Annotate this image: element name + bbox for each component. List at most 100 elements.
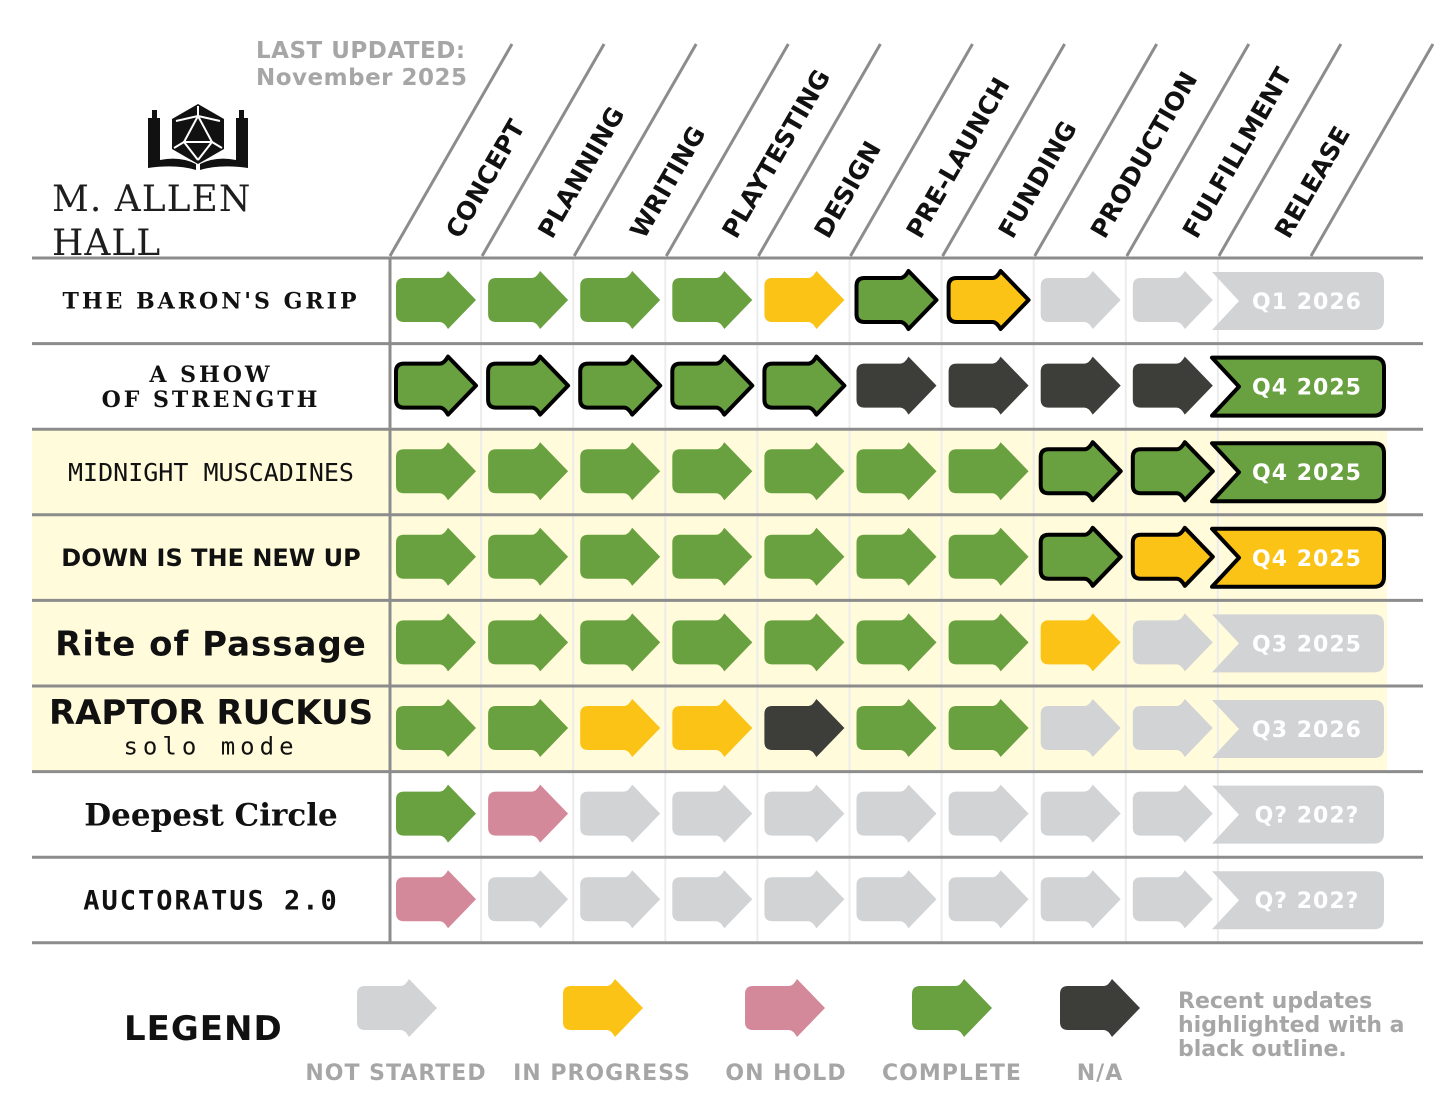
stage-arrow-not-started [764, 784, 845, 843]
stage-arrow-complete [948, 442, 1029, 501]
stage-arrow-complete [672, 271, 753, 329]
stage-arrow-not-started [1040, 870, 1121, 929]
stage-arrow-not-started [764, 870, 845, 929]
stage-arrow-na [856, 356, 937, 415]
stage-arrow-in-progress [580, 699, 661, 757]
stage-header-release: RELEASE [1269, 121, 1356, 243]
stage-arrow-on-hold [396, 870, 476, 929]
legend-label: IN PROGRESS [513, 1061, 691, 1086]
header-divider [1033, 43, 1159, 257]
stage-arrow-complete [394, 354, 478, 417]
project-title: DOWN IS THE NEW UP [61, 544, 360, 572]
last-updated-date: November 2025 [256, 65, 468, 91]
legend-arrow-in-progress [563, 979, 643, 1037]
release-label: Q? 202? [1255, 804, 1360, 829]
stage-arrow-not-started [1132, 784, 1213, 843]
legend-note: Recent updates highlighted with a black … [1178, 989, 1405, 1062]
stage-arrow-complete [396, 784, 476, 843]
header-divider [1125, 43, 1251, 257]
stage-arrow-complete [488, 699, 569, 757]
legend-arrow-complete [912, 979, 992, 1037]
last-updated-label: LAST UPDATED: [256, 38, 466, 64]
stage-arrow-complete [764, 613, 845, 672]
header-divider [480, 43, 606, 257]
stage-arrow-not-started [1132, 613, 1213, 672]
stage-arrow-not-started [1040, 784, 1121, 843]
release-label: Q4 2025 [1252, 376, 1362, 401]
stage-header-writing: WRITING [624, 121, 711, 243]
stage-arrow-not-started [672, 784, 753, 843]
release-badge [1212, 614, 1384, 673]
stage-arrow-complete [762, 354, 847, 417]
stage-arrow-complete [1038, 440, 1123, 503]
stage-arrow-not-started [1132, 870, 1213, 929]
stage-arrow-complete [580, 271, 661, 329]
stage-arrow-complete [764, 442, 845, 501]
stage-header-planning: PLANNING [532, 102, 630, 243]
stage-header-design: DESIGN [808, 136, 886, 243]
header-divider [941, 43, 1066, 257]
legend-label: NOT STARTED [305, 1061, 486, 1086]
release-label: Q4 2025 [1252, 547, 1362, 572]
release-badge [1212, 785, 1384, 844]
release-label: Q1 2026 [1252, 290, 1362, 315]
release-badge [1210, 441, 1386, 504]
stage-arrow-complete [396, 527, 476, 586]
stage-arrow-not-started [856, 870, 937, 929]
stage-arrow-not-started [1132, 271, 1213, 329]
stage-arrow-na [948, 356, 1029, 415]
stage-arrow-not-started [1132, 699, 1213, 757]
legend-arrow-na [1060, 979, 1140, 1037]
stage-arrow-in-progress [1130, 525, 1215, 588]
header-divider [1217, 43, 1343, 257]
stage-arrow-complete [396, 271, 476, 329]
stage-arrow-in-progress [946, 269, 1031, 331]
stage-arrow-na [764, 699, 845, 757]
project-title: Rite of Passage [55, 624, 367, 664]
stage-arrow-complete [578, 354, 663, 417]
header-divider [388, 43, 514, 257]
stage-arrow-in-progress [764, 271, 845, 329]
stage-arrow-complete [396, 613, 476, 672]
legend-label: N/A [1077, 1061, 1123, 1086]
project-title: Deepest Circle [84, 798, 337, 834]
stage-arrow-complete [672, 613, 753, 672]
release-badge [1212, 272, 1384, 330]
stage-arrow-complete [488, 527, 569, 586]
stage-arrow-complete [856, 527, 937, 586]
stage-arrow-not-started [856, 784, 937, 843]
d20-book-icon [148, 104, 248, 170]
project-title: MIDNIGHT MUSCADINES [68, 458, 354, 487]
header-divider [849, 43, 974, 257]
stage-arrow-complete [486, 354, 571, 417]
release-label: Q4 2025 [1252, 461, 1362, 486]
legend-title: LEGEND [124, 1009, 283, 1049]
header-divider [572, 43, 698, 257]
stage-arrow-complete [856, 442, 937, 501]
stage-arrow-not-started [948, 870, 1029, 929]
stage-arrow-not-started [672, 870, 753, 929]
stage-header-concept: CONCEPT [440, 115, 531, 243]
release-badge [1212, 871, 1384, 930]
project-title: THE BARON'S GRIP [63, 289, 360, 315]
stage-arrow-complete [396, 699, 476, 757]
stage-arrow-complete [856, 613, 937, 672]
stage-arrow-complete [488, 271, 569, 329]
stage-arrow-complete [672, 442, 753, 501]
stage-arrow-in-progress [672, 699, 753, 757]
stage-arrow-complete [580, 442, 661, 501]
stage-arrow-complete [948, 699, 1029, 757]
legend-label: ON HOLD [725, 1061, 846, 1086]
stage-arrow-complete [1130, 440, 1215, 503]
legend-arrow-on-hold [745, 979, 825, 1037]
stage-arrow-on-hold [488, 784, 569, 843]
stage-arrow-complete [396, 442, 476, 501]
stage-arrow-not-started [948, 784, 1029, 843]
stage-arrow-not-started [1040, 271, 1121, 329]
release-badge [1212, 700, 1384, 758]
project-title: solo mode [123, 732, 298, 760]
stage-arrow-not-started [1040, 699, 1121, 757]
stage-arrow-not-started [580, 784, 661, 843]
stage-arrow-complete [488, 442, 569, 501]
